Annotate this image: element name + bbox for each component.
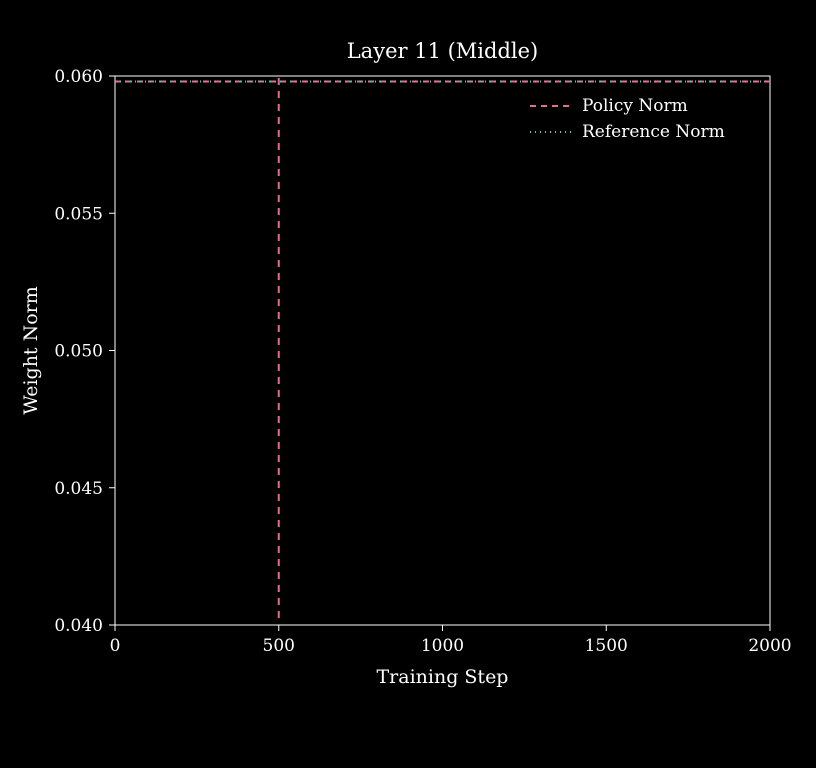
chart-title: Layer 11 (Middle) [347,39,539,63]
x-tick-label: 0 [110,636,121,656]
y-tick-label: 0.060 [54,67,103,87]
y-tick-label: 0.045 [54,479,103,499]
x-tick-label: 1500 [585,636,628,656]
y-axis-label: Weight Norm [20,286,42,415]
x-tick-label: 1000 [421,636,464,656]
weight-norm-chart: 0 500 1000 1500 2000 0.040 0.045 0.050 0.055 0.06… [0,0,816,768]
y-tick-label: 0.055 [54,204,103,224]
x-tick-label: 2000 [748,636,791,656]
legend-label: Reference Norm [582,122,725,142]
y-tick-label: 0.050 [54,342,103,362]
x-tick-label: 500 [263,636,295,656]
legend-label: Policy Norm [582,96,688,116]
x-axis-label: Training Step [377,666,509,688]
y-tick-label: 0.040 [54,616,103,636]
